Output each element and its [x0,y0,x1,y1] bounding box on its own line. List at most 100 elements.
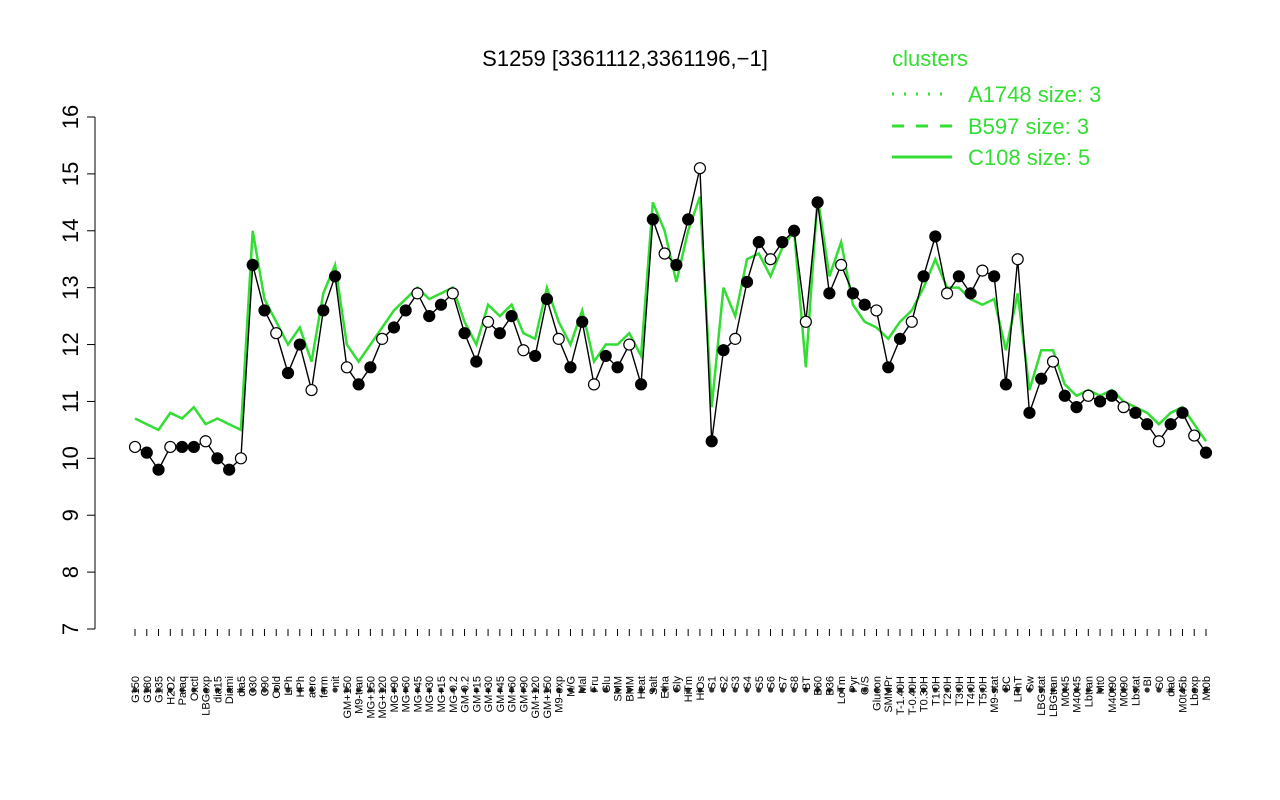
data-point [317,304,330,317]
x-tick-label: Mt0b [1201,676,1213,700]
x-tick-label: BMM [624,676,636,702]
data-point [246,258,259,272]
x-tick-label: G180 [142,676,154,703]
x-tick-label: LoTm [836,676,848,704]
y-tick-label: 15 [58,162,83,186]
x-category-marker [603,687,609,693]
x-category-marker [520,687,526,693]
x-category-marker [779,687,785,693]
data-point [211,452,224,465]
x-tick-label: MG+150 [365,676,377,719]
x-category-marker [720,687,727,693]
x-tick-label: C90 [259,676,271,696]
x-category-marker [1121,687,1127,693]
data-point [1105,389,1118,402]
x-tick-label: Etha [660,675,672,699]
data-point [364,361,377,374]
data-point [152,463,165,476]
x-category-marker [461,687,468,693]
x-category-marker [626,687,632,693]
x-tick-label: T3.0H [954,676,966,706]
data-point [1141,418,1154,431]
x-tick-label: LBGexp [201,676,213,716]
x-category-marker [1073,687,1080,693]
data-point [164,440,177,454]
x-category-marker [1156,687,1162,693]
x-category-marker [1062,687,1068,693]
data-point [952,270,965,283]
y-tick-label: 12 [58,332,83,356]
x-category-marker [567,687,574,693]
data-point [1117,401,1130,414]
x-tick-label: M9-tran [354,676,366,714]
x-category-marker [238,687,244,693]
data-point [787,224,801,237]
x-tick-label: T2.0H [942,676,954,706]
x-category-marker [438,687,444,693]
x-tick-label: Cold [271,676,283,699]
data-point [1188,429,1201,442]
data-point [493,327,506,340]
data-point [988,270,1001,283]
x-category-marker [909,687,915,693]
data-point [764,253,777,266]
data-point [1176,406,1189,419]
x-category-marker [956,687,962,693]
y-tick-label: 8 [58,566,83,578]
data-point [705,435,718,448]
x-category-marker [756,687,762,693]
x-tick-label: Lbstat [1130,676,1142,706]
x-tick-label: S6 [766,676,778,689]
x-axis: G150 G180 G135 H2O2 Paraq Oxctl LBGexp dia15 Dia… [130,629,1213,719]
x-tick-label: ferm [318,676,330,698]
x-category-marker [132,687,138,693]
x-category-marker [532,687,538,693]
x-tick-label: BC [1001,676,1013,691]
x-tick-label: LPhT [1013,676,1025,703]
x-tick-label: M0t45 [1060,676,1072,707]
data-point [940,287,954,300]
legend-label-1: A1748 size: 3 [968,82,1101,107]
data-point [1035,372,1048,385]
data-point [458,327,471,340]
data-point [682,213,695,226]
x-tick-label: MG+90 [389,676,401,712]
x-tick-label: M0t90 [1119,676,1131,707]
x-category-marker [885,687,891,693]
data-point [564,361,577,374]
x-category-marker [1038,687,1044,693]
x-tick-label: Paraq [177,676,189,705]
data-point [270,327,283,340]
x-category-marker [473,687,479,693]
x-category-marker [485,687,491,693]
x-category-marker [803,687,809,693]
data-point [328,270,342,283]
x-category-marker [826,687,832,693]
x-tick-label: G/S [860,676,872,695]
x-tick-label: G135 [154,676,166,703]
x-tick-label: MG-0.2 [448,676,460,713]
x-category-marker [297,687,303,693]
x-tick-label: B36 [824,676,836,696]
data-point [717,344,730,357]
x-category-marker [1179,687,1186,693]
x-category-marker [356,687,362,693]
data-point [387,321,401,334]
data-point [1152,435,1166,448]
x-category-marker [968,687,974,693]
x-category-marker [509,687,515,693]
x-category-marker [1168,687,1174,693]
x-category-marker [744,687,750,693]
x-tick-label: T-0.40H [907,676,919,715]
x-tick-label: Sw [1024,676,1036,691]
data-point [223,463,236,476]
data-point [434,298,448,311]
data-point [1199,446,1213,459]
x-tick-label: M0t45b [1177,676,1189,713]
x-category-marker [167,687,173,693]
data-point [293,338,306,351]
x-category-marker [426,687,432,693]
x-category-marker [367,687,373,693]
x-category-marker [497,687,503,693]
data-point [175,440,189,454]
